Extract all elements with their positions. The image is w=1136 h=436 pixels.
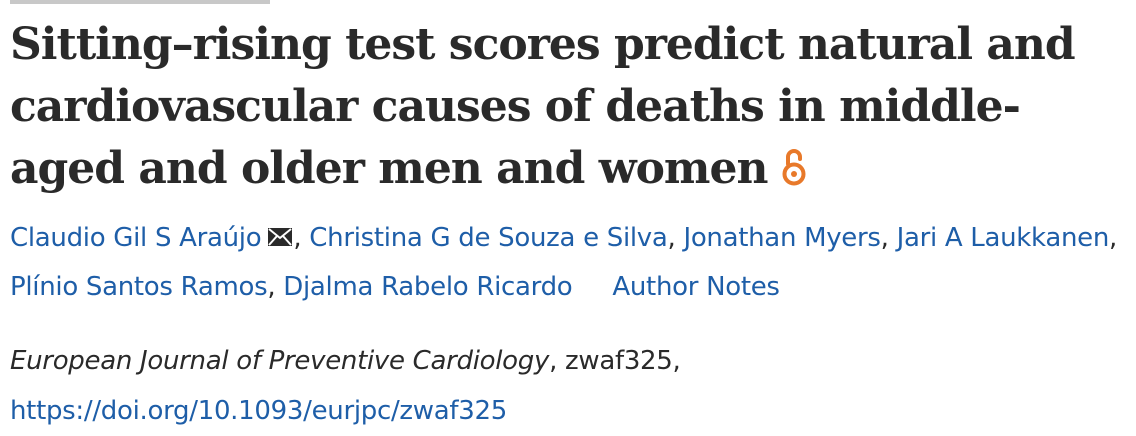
open-access-lock-icon (781, 142, 807, 204)
author-list: Claudio Gil S Araújo, Christina G de Sou… (10, 214, 1120, 311)
author-link-ramos[interactable]: Plínio Santos Ramos (10, 272, 268, 302)
author-link-laukkanen[interactable]: Jari A Laukkanen (896, 223, 1110, 253)
citation-separator: , (672, 346, 681, 376)
article-title: Sitting–rising test scores predict natur… (10, 14, 1130, 204)
author-link-ricardo[interactable]: Djalma Rabelo Ricardo (283, 272, 573, 302)
citation-line: European Journal of Preventive Cardiolog… (10, 336, 1120, 386)
author-notes-button[interactable]: Author Notes (612, 272, 780, 302)
citation-separator: , (549, 346, 566, 376)
article-title-text: Sitting–rising test scores predict natur… (10, 19, 1076, 194)
author-separator: , (880, 223, 897, 253)
doi-link[interactable]: https://doi.org/10.1093/eurjpc/zwaf325 (10, 396, 507, 426)
author-link-araujo[interactable]: Claudio Gil S Araújo (10, 223, 262, 253)
author-link-myers[interactable]: Jonathan Myers (683, 223, 881, 253)
doi-line: https://doi.org/10.1093/eurjpc/zwaf325 (10, 386, 1120, 436)
top-divider (10, 0, 270, 4)
envelope-icon[interactable] (267, 215, 293, 263)
author-separator: , (267, 272, 284, 302)
article-id: zwaf325 (565, 346, 673, 376)
author-separator: , (667, 223, 684, 253)
citation: European Journal of Preventive Cardiolog… (10, 336, 1120, 436)
author-link-souza-e-silva[interactable]: Christina G de Souza e Silva (309, 223, 668, 253)
author-separator: , (293, 223, 310, 253)
author-separator: , (1109, 223, 1118, 253)
journal-name: European Journal of Preventive Cardiolog… (10, 346, 550, 376)
